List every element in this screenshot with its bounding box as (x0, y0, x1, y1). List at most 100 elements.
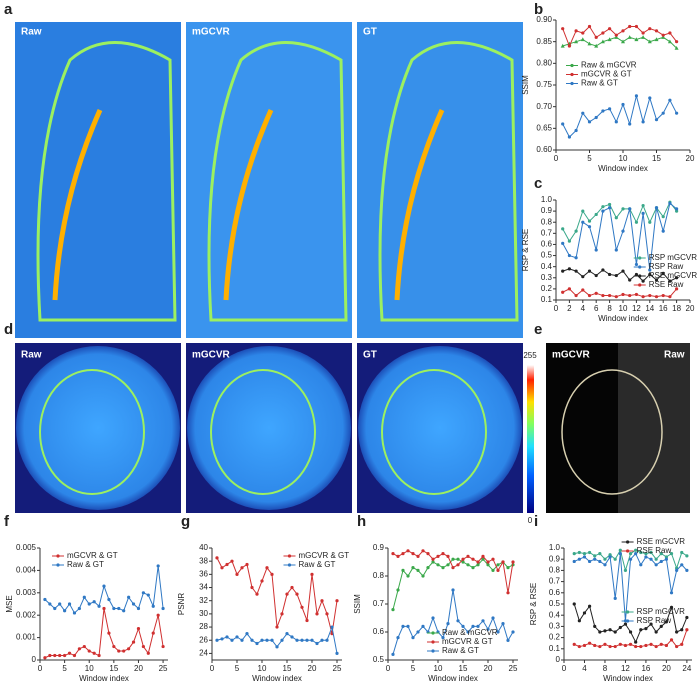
point (567, 135, 572, 139)
point (669, 638, 674, 642)
point (601, 209, 605, 213)
legend-label: mGCVR & GT (581, 70, 632, 79)
point (151, 631, 155, 635)
point (661, 229, 665, 233)
point (588, 604, 592, 608)
point (594, 291, 598, 295)
point (391, 552, 395, 556)
point (613, 644, 617, 649)
point (601, 268, 605, 272)
point (511, 630, 515, 634)
y-tick-label: 26 (199, 635, 208, 644)
point (674, 45, 679, 50)
point (77, 647, 81, 651)
point (265, 638, 269, 642)
point (275, 645, 279, 649)
point (647, 39, 652, 44)
point (614, 248, 618, 252)
point (601, 205, 605, 209)
image-half (618, 343, 690, 513)
point (587, 269, 592, 273)
point (608, 644, 612, 649)
point (72, 653, 77, 658)
point (634, 24, 639, 29)
point (461, 624, 465, 629)
point (491, 557, 495, 561)
point (641, 120, 645, 124)
x-tick-label: 5 (62, 664, 67, 673)
point (588, 559, 592, 564)
point (641, 211, 645, 215)
point (127, 595, 131, 599)
point (567, 253, 572, 258)
point (476, 560, 480, 564)
point (87, 602, 91, 606)
point (621, 229, 625, 233)
point (598, 559, 602, 564)
point (406, 624, 410, 629)
point (305, 618, 309, 623)
point (151, 604, 155, 608)
point (613, 557, 617, 561)
point (107, 631, 111, 635)
point (411, 566, 415, 570)
legend-marker (287, 554, 292, 558)
point (67, 602, 72, 606)
point (451, 557, 455, 561)
y-tick-label: 1.0 (541, 195, 553, 204)
point (451, 588, 455, 592)
point (396, 554, 400, 559)
point (634, 272, 639, 277)
point (659, 559, 663, 564)
point (593, 554, 597, 558)
point (87, 649, 91, 653)
point (48, 602, 52, 606)
legend-label: RSP mGCVR (637, 607, 686, 616)
point (593, 624, 597, 629)
point (614, 33, 618, 37)
point (215, 638, 219, 642)
point (661, 111, 665, 115)
point (608, 628, 612, 632)
point (295, 638, 299, 642)
point (618, 552, 622, 556)
x-tick-label: 0 (210, 664, 215, 673)
panel-label: h (357, 513, 366, 530)
point (601, 293, 605, 298)
point (421, 574, 425, 578)
point (391, 608, 395, 612)
point (594, 43, 599, 48)
point (574, 293, 578, 298)
y-tick-label: 0.85 (536, 37, 552, 46)
point (668, 31, 672, 35)
y-tick-label: 0.005 (16, 543, 37, 552)
point (614, 273, 618, 278)
point (623, 643, 628, 648)
legend-marker (431, 640, 435, 644)
point (661, 33, 665, 37)
point (648, 27, 652, 31)
y-tick-label: 0.1 (541, 295, 553, 304)
point (396, 588, 400, 592)
point (621, 102, 625, 107)
x-tick-label: 5 (411, 664, 416, 673)
point (614, 35, 619, 39)
x-tick-label: 15 (459, 664, 468, 673)
image-label: mGCVR (192, 350, 231, 361)
point (97, 653, 101, 658)
series-line (562, 288, 677, 298)
point (577, 644, 581, 649)
point (648, 268, 652, 272)
point (426, 552, 430, 556)
point (577, 550, 581, 555)
point (92, 600, 96, 604)
point (240, 638, 244, 642)
point (634, 37, 639, 42)
point (270, 638, 274, 642)
point (97, 604, 101, 608)
point (481, 554, 485, 559)
series-line (562, 95, 678, 138)
point (335, 651, 339, 656)
y-tick-label: 1.0 (549, 543, 561, 552)
y-axis-label: PSNR (177, 593, 186, 615)
